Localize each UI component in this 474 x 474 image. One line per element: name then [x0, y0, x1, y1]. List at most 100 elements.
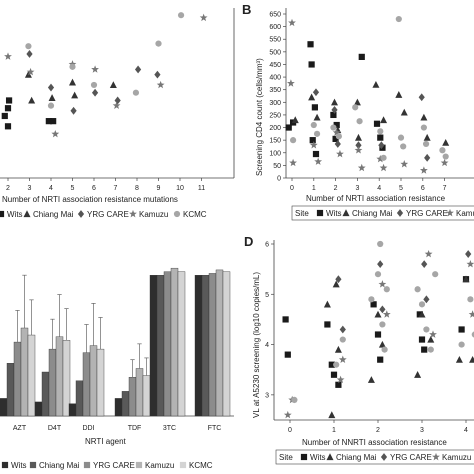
x-tick-label: TDF — [128, 425, 142, 432]
legend-title: Site — [295, 209, 309, 218]
x-tick-label: 4 — [464, 427, 468, 434]
panel-d-chart: D 3 4 5 6 0 1 2 3 4 VL at A5230 screening (log10… — [244, 234, 474, 465]
point-wits — [312, 150, 320, 158]
point-yrg-care — [355, 141, 362, 150]
point-kamuzu — [440, 158, 449, 167]
point-chiang-mai — [308, 93, 316, 101]
x-tick-label: 1 — [332, 427, 336, 434]
point-kamuzu — [112, 101, 121, 109]
point-yrg-care — [331, 105, 338, 114]
point-kamuzu — [336, 149, 344, 158]
legend-label-yrg-care: YRG CARE — [93, 461, 135, 470]
point-wits — [309, 137, 316, 144]
point-yrg-care — [418, 93, 425, 102]
point-wits — [307, 41, 314, 48]
x-tick-label: 6 — [421, 185, 425, 192]
x-tick-label: 1 — [312, 185, 316, 192]
point-wits — [332, 135, 339, 142]
legend-label-yrg-care: YRG CARE — [406, 209, 448, 218]
x-tick-label: 4 — [49, 185, 53, 192]
legend-label-wits: Wits — [310, 453, 326, 462]
bar-ftc-wits — [194, 275, 203, 417]
x-tick-label: D4T — [48, 425, 62, 432]
panel-c-bars — [0, 267, 231, 417]
panel-d-legend-box — [275, 449, 474, 465]
point-kcmc — [383, 286, 390, 293]
x-tick-label: 5 — [399, 185, 403, 192]
bar-ddi-chiang-mai — [75, 380, 84, 417]
legend-marker-kamuzu — [129, 209, 137, 218]
point-wits — [5, 97, 13, 104]
point-kamuzu — [309, 141, 318, 149]
legend-marker-yrg-care — [83, 461, 91, 469]
point-kcmc — [379, 321, 386, 328]
point-kamuzu — [466, 260, 474, 268]
x-tick-label: 7 — [114, 185, 118, 192]
legend-label-kamuzu: Kamuzu — [139, 210, 168, 219]
point-wits — [4, 123, 12, 130]
point-chiang-mai — [24, 70, 32, 78]
point-kamuzu — [288, 18, 296, 27]
y-tick-label: 200 — [269, 125, 281, 132]
point-yrg-care — [70, 106, 77, 115]
y-tick-label: 650 — [269, 12, 281, 19]
legend-marker-kamuzu — [432, 452, 440, 461]
point-chiang-mai — [332, 280, 340, 288]
point-kamuzu — [338, 355, 347, 363]
x-tick-label: 3 — [420, 427, 424, 434]
point-kamuzu — [376, 154, 385, 163]
point-yrg-care — [421, 260, 428, 269]
point-chiang-mai — [427, 335, 435, 343]
x-tick-label: 11 — [198, 185, 205, 192]
x-tick-label: 7 — [443, 185, 447, 192]
legend-marker-yrg-care — [380, 453, 388, 461]
point-chiang-mai — [378, 340, 386, 348]
bar-ddi-kamuzu — [89, 345, 98, 417]
panel-c-legend: Wits Chiang Mai YRG CARE Kamuzu KCMC — [1, 461, 213, 470]
panel-a-legend: Wits Chiang Mai YRG CARE Kamuzu KCMC — [0, 209, 207, 219]
legend-label-kamuzu: Kamuzu — [442, 453, 471, 462]
point-kcmc — [427, 346, 434, 353]
point-kcmc — [25, 43, 32, 50]
legend-marker-wits — [300, 453, 308, 461]
point-kamuzu — [336, 375, 345, 384]
bar-azt-chiang-mai — [6, 363, 15, 417]
point-yrg-care — [377, 260, 384, 269]
legend-label-kamuzu: Kamuzu — [145, 461, 174, 470]
point-kcmc — [418, 301, 426, 308]
bar-tdf-yrg-care — [128, 377, 137, 417]
legend-marker-kcmc — [179, 461, 187, 469]
point-chiang-mai — [331, 98, 339, 106]
x-tick-label: 6 — [92, 185, 96, 192]
x-tick-label: AZT — [13, 425, 27, 432]
x-tick-label: 9 — [157, 185, 161, 192]
point-kamuzu — [419, 166, 428, 174]
x-tick-label: FTC — [208, 425, 222, 432]
point-yrg-care — [134, 65, 142, 74]
y-tick-label: 550 — [269, 37, 281, 44]
point-kcmc — [414, 286, 421, 293]
panel-a-chart: 2 3 4 5 6 7 8 9 10 11 Number of NRTI association … — [0, 8, 235, 219]
point-yrg-care — [91, 88, 99, 97]
point-kcmc — [377, 240, 384, 248]
legend-label-kcmc: KCMC — [183, 210, 207, 219]
point-chiang-mai — [372, 80, 380, 88]
point-kcmc — [339, 336, 346, 343]
x-tick-label: 5 — [71, 185, 75, 192]
point-kamuzu — [199, 13, 208, 22]
legend-marker-chiang-mai — [23, 210, 31, 218]
panel-b-y-label: Screening CD4 count (cells/mm³) — [255, 58, 264, 176]
bar-ddi-wits — [68, 403, 77, 417]
point-wits — [416, 311, 423, 318]
point-yrg-care — [335, 275, 342, 284]
bar-d4t-kamuzu — [55, 336, 64, 417]
point-kcmc — [380, 154, 387, 161]
y-tick-label: 150 — [269, 138, 281, 145]
panel-b-legend-box — [291, 205, 474, 221]
point-yrg-care — [465, 250, 472, 258]
legend-marker-kamuzu — [446, 208, 454, 217]
point-kcmc — [395, 15, 402, 23]
legend-marker-chiang-mai — [29, 461, 37, 469]
y-tick-label: 0 — [277, 176, 281, 183]
